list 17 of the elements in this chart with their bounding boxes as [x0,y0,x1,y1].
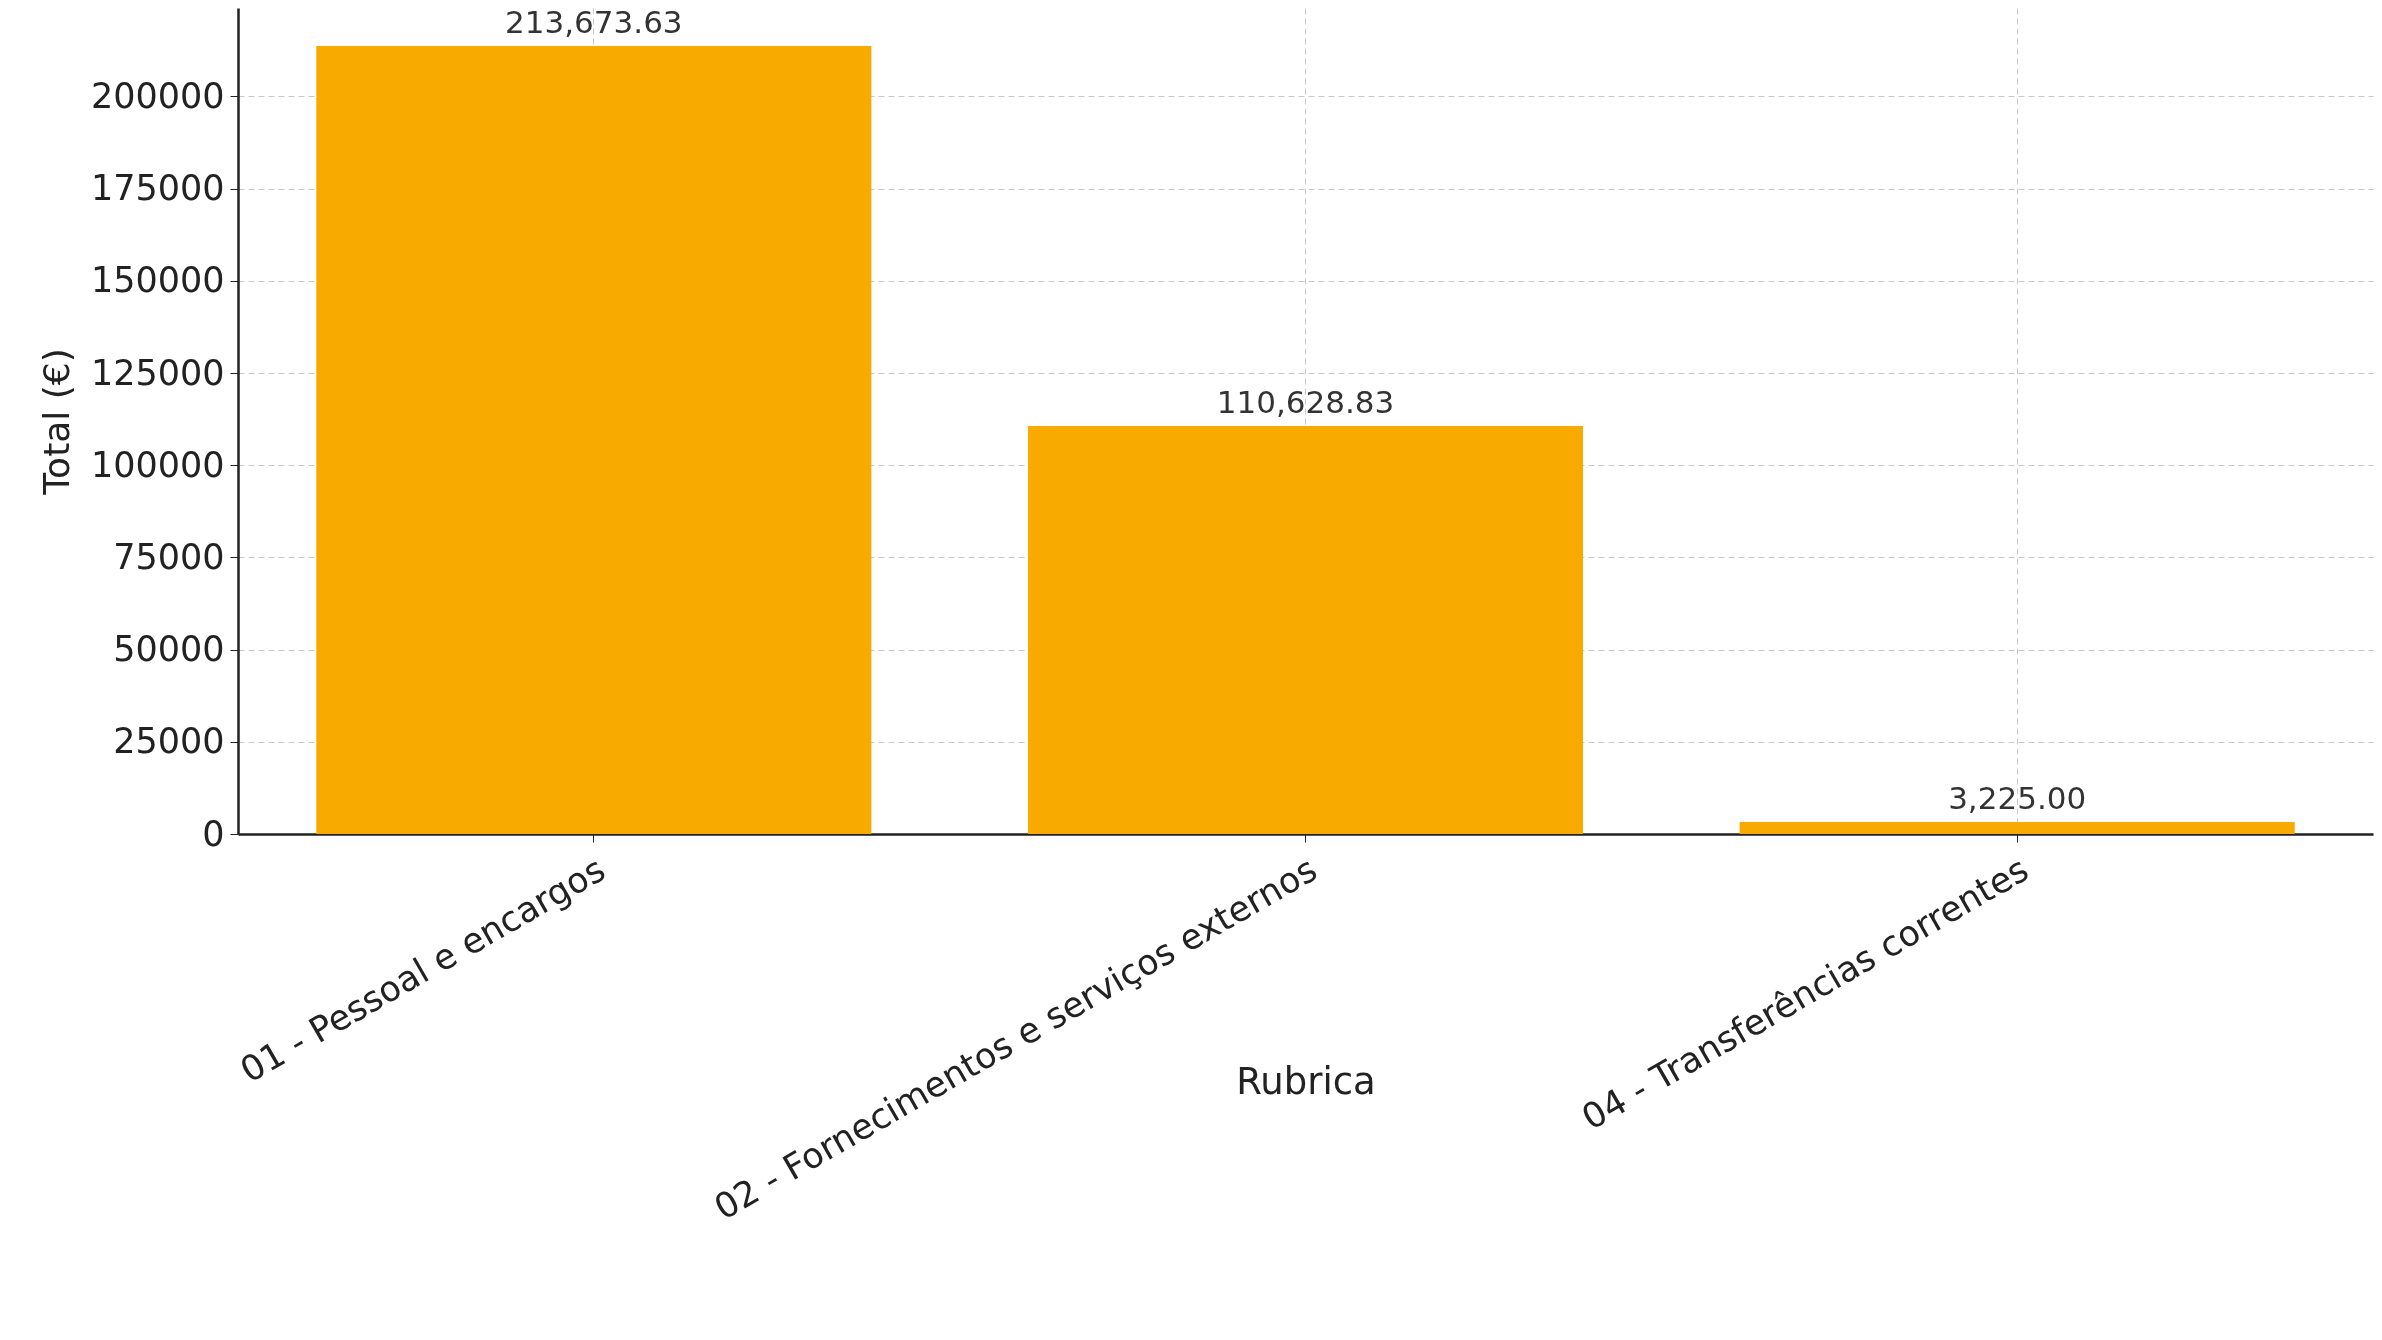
y-tick-label: 125000 [90,352,225,393]
y-tick-label: 100000 [90,444,225,485]
y-tick-label: 75000 [113,536,225,577]
bar [316,46,872,834]
y-axis-title: Total (€) [35,348,77,496]
y-tick-label: 200000 [90,76,225,116]
data-label: 213,673.63 [505,4,683,41]
data-label: 110,628.83 [1216,384,1395,421]
y-tick-label: 0 [202,813,225,854]
bar [1027,426,1584,834]
data-label: 3,225.00 [1948,780,2087,817]
y-tick-label: 50000 [113,629,225,670]
y-tick-label: 175000 [90,168,225,209]
bar [1739,822,2295,834]
x-axis-title: Rubrica [1236,1059,1376,1103]
y-tick-label: 150000 [90,260,225,301]
y-tick-label: 25000 [113,721,225,762]
